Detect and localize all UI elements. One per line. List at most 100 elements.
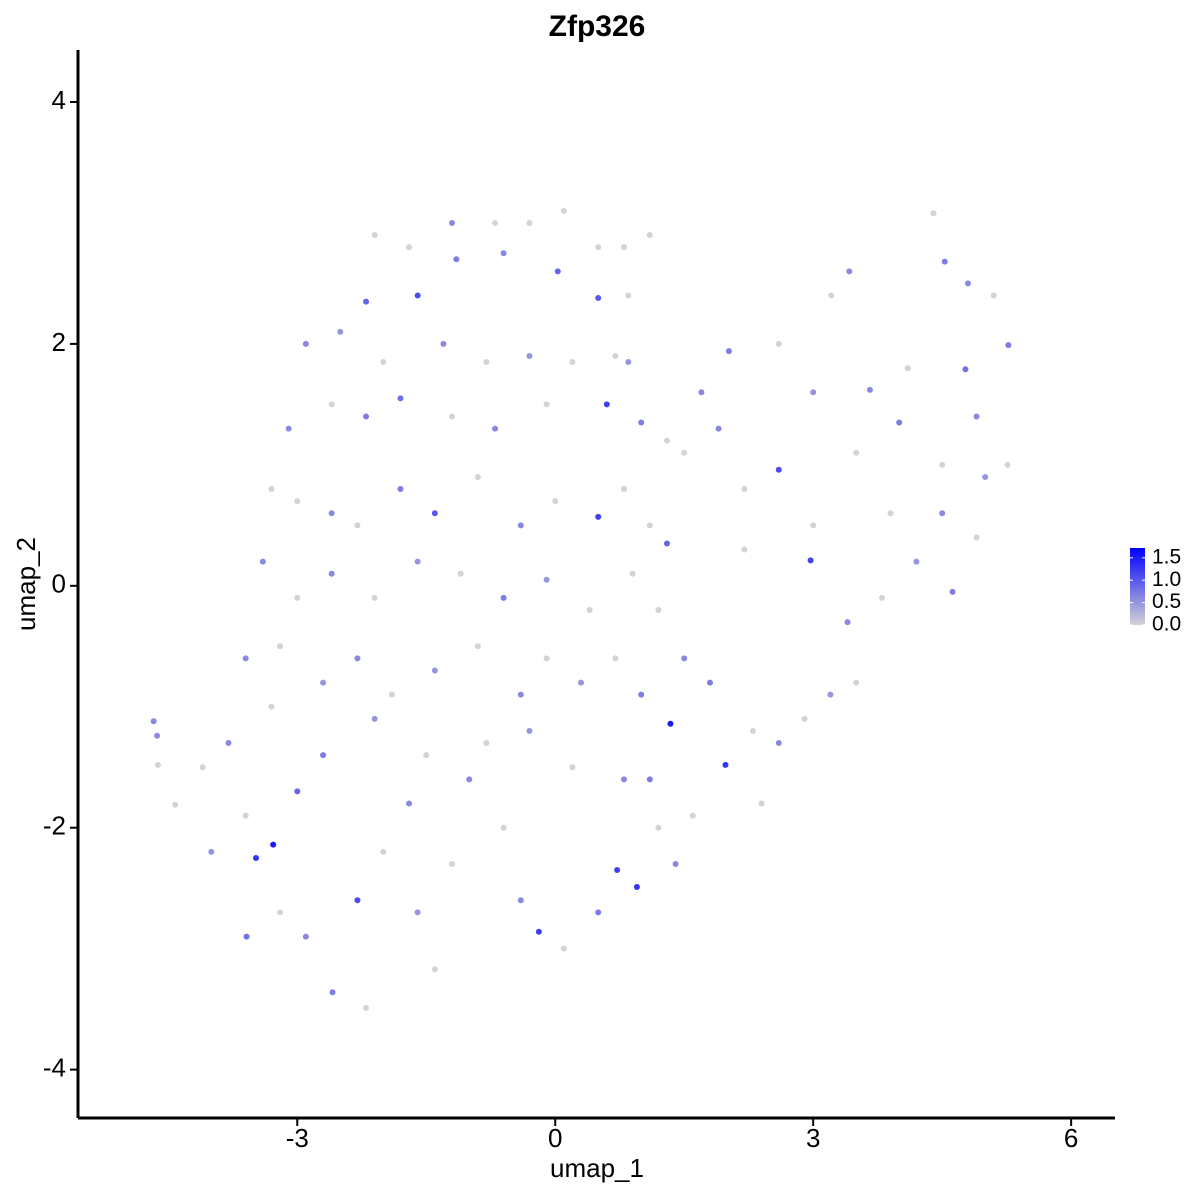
point xyxy=(810,522,817,529)
point xyxy=(483,740,490,747)
point xyxy=(810,389,817,396)
point xyxy=(828,292,835,299)
x-tick-label: 6 xyxy=(1064,1123,1078,1153)
point xyxy=(698,389,705,396)
point xyxy=(646,232,653,239)
point xyxy=(827,691,834,698)
point xyxy=(614,867,621,874)
point xyxy=(328,401,335,408)
point xyxy=(449,219,456,226)
point xyxy=(595,244,602,251)
point xyxy=(775,466,782,473)
point xyxy=(371,715,378,722)
point xyxy=(569,764,576,771)
colorbar xyxy=(1130,548,1145,625)
point xyxy=(1004,461,1011,468)
point xyxy=(414,292,421,299)
x-tick-label: -3 xyxy=(286,1123,309,1153)
point xyxy=(328,570,335,577)
point xyxy=(973,413,980,420)
point xyxy=(397,486,404,493)
point xyxy=(866,386,873,393)
point xyxy=(259,558,266,565)
point xyxy=(612,655,619,662)
point xyxy=(406,244,413,251)
point xyxy=(285,425,292,432)
point xyxy=(380,848,387,855)
point xyxy=(625,359,632,366)
point xyxy=(526,353,533,360)
point xyxy=(646,522,653,529)
point xyxy=(646,776,653,783)
point xyxy=(664,437,671,444)
colorbar-label: 1.0 xyxy=(1152,568,1181,591)
point xyxy=(612,353,619,360)
point xyxy=(453,256,460,263)
point xyxy=(474,643,481,650)
point xyxy=(371,232,378,239)
y-tick-label: -2 xyxy=(43,811,66,841)
point xyxy=(526,219,533,226)
point xyxy=(681,449,688,456)
point xyxy=(725,348,732,355)
point xyxy=(517,691,524,698)
point xyxy=(423,752,430,759)
point xyxy=(913,558,920,565)
point xyxy=(431,667,438,674)
point xyxy=(586,607,593,614)
point xyxy=(414,558,421,565)
point xyxy=(535,928,542,935)
point xyxy=(939,510,946,517)
point xyxy=(775,740,782,747)
colorbar-label: 0.0 xyxy=(1152,613,1181,636)
point xyxy=(844,619,851,626)
point xyxy=(543,401,550,408)
point xyxy=(354,897,361,904)
point xyxy=(483,359,490,366)
point xyxy=(302,340,309,347)
point xyxy=(225,740,232,747)
chart-title: Zfp326 xyxy=(549,10,646,43)
point xyxy=(242,655,249,662)
point xyxy=(560,945,567,952)
point xyxy=(431,510,438,517)
point xyxy=(715,425,722,432)
point xyxy=(500,824,507,831)
point xyxy=(941,258,948,265)
point xyxy=(388,691,395,698)
point xyxy=(638,419,645,426)
point xyxy=(517,897,524,904)
point xyxy=(758,800,765,807)
point xyxy=(939,461,946,468)
point xyxy=(449,861,456,868)
point xyxy=(621,776,628,783)
point xyxy=(242,812,249,819)
point xyxy=(621,244,628,251)
point xyxy=(397,395,404,402)
point xyxy=(500,250,507,257)
point xyxy=(707,679,714,686)
point xyxy=(629,570,636,577)
point xyxy=(681,655,688,662)
y-tick-label: 4 xyxy=(52,85,66,115)
point xyxy=(500,594,507,601)
x-axis-title: umap_1 xyxy=(550,1153,644,1183)
point xyxy=(363,413,370,420)
point xyxy=(846,268,853,275)
point xyxy=(354,655,361,662)
x-tick-label: 0 xyxy=(548,1123,562,1153)
point xyxy=(552,498,559,505)
point xyxy=(277,643,284,650)
point xyxy=(277,909,284,916)
point xyxy=(150,718,157,725)
point xyxy=(474,473,481,480)
point xyxy=(595,294,602,301)
point xyxy=(270,841,277,848)
point xyxy=(741,486,748,493)
point xyxy=(807,557,814,564)
point xyxy=(466,776,473,783)
point xyxy=(578,679,585,686)
point xyxy=(887,510,894,517)
point xyxy=(595,909,602,916)
